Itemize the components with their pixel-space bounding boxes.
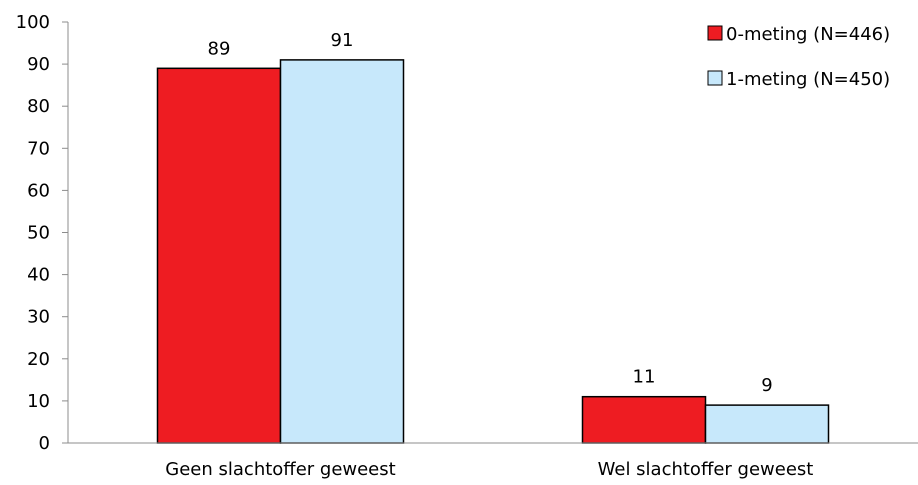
legend-label: 0-meting (N=446) xyxy=(726,24,890,45)
bar-value-label: 9 xyxy=(761,375,772,396)
y-tick-label: 100 xyxy=(16,12,50,33)
bar-value-label: 11 xyxy=(633,367,656,388)
y-axis: 0 10 20 30 40 50 60 70 80 90 100 xyxy=(16,12,69,454)
bar-series-1 xyxy=(279,59,405,444)
bar-value-label: 89 xyxy=(208,38,231,59)
y-tick-label: 80 xyxy=(27,96,50,117)
y-tick-label: 10 xyxy=(27,391,50,412)
x-axis: Geen slachtoffer geweest Wel slachtoffer … xyxy=(68,442,918,480)
y-tick-label: 70 xyxy=(27,138,50,159)
bar-series-0 xyxy=(156,67,282,444)
data-labels: 89 91 11 9 xyxy=(208,30,773,396)
bar-series-0 xyxy=(581,395,707,444)
legend-swatch xyxy=(707,25,723,41)
y-tick-label: 20 xyxy=(27,349,50,370)
legend-swatch xyxy=(707,70,723,86)
y-tick-label: 40 xyxy=(27,265,50,286)
legend-label: 1-meting (N=450) xyxy=(726,69,890,90)
y-tick-label: 0 xyxy=(39,433,50,454)
x-category-label: Geen slachtoffer geweest xyxy=(165,459,395,480)
bars xyxy=(156,59,830,444)
y-tick-label: 90 xyxy=(27,54,50,75)
y-tick-label: 60 xyxy=(27,180,50,201)
y-tick-label: 30 xyxy=(27,307,50,328)
bar-series-1 xyxy=(704,404,830,444)
y-tick-label: 50 xyxy=(27,223,50,244)
legend: 0-meting (N=446) 1-meting (N=450) xyxy=(707,24,890,90)
bar-value-label: 91 xyxy=(331,30,354,51)
x-category-label: Wel slachtoffer geweest xyxy=(598,459,814,480)
